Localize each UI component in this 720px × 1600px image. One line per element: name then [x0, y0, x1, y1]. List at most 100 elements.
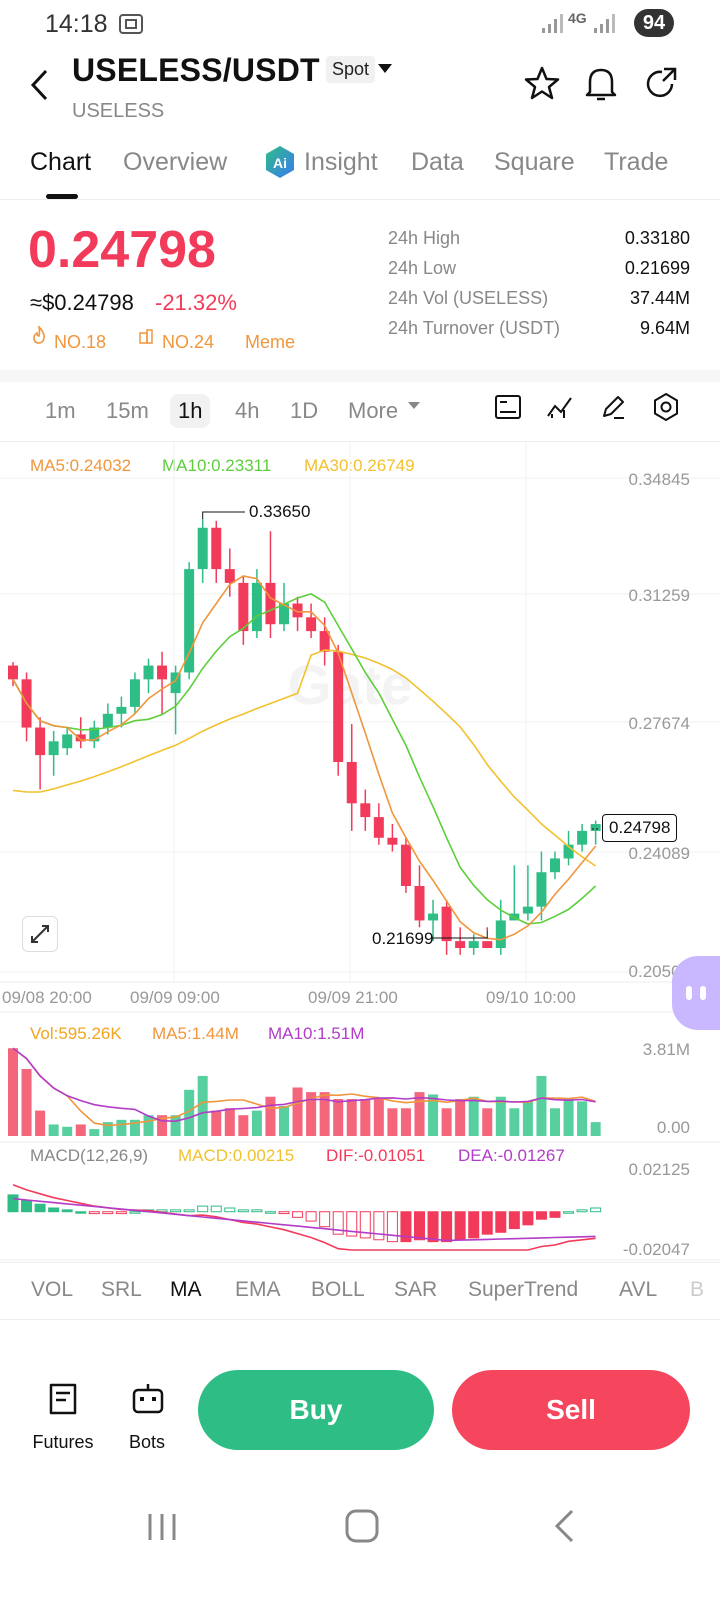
timeframe-1d[interactable]: 1D: [290, 398, 319, 423]
candle-body: [75, 734, 86, 742]
volume-bar: [400, 1108, 411, 1136]
cap-rank[interactable]: NO.24: [162, 332, 215, 352]
volume-bar: [238, 1115, 249, 1136]
chart-area[interactable]: MA5:0.24032 MA10:0.23311 MA30:0.26749 Ga…: [0, 442, 720, 1262]
buy-button[interactable]: Buy: [198, 1370, 434, 1450]
timeframe-more[interactable]: More: [348, 398, 399, 423]
recent-apps-icon[interactable]: [146, 1510, 178, 1544]
macd-bar: [535, 1211, 547, 1220]
volume-bar: [550, 1108, 560, 1136]
chart-type-icon[interactable]: [494, 394, 522, 420]
candle-body: [184, 569, 195, 673]
hot-rank[interactable]: NO.18: [54, 332, 107, 352]
indicator-ema[interactable]: EMA: [235, 1278, 281, 1301]
timeframe-4h[interactable]: 4h: [235, 398, 260, 423]
macd-bar: [34, 1203, 46, 1213]
indicator-supertrend[interactable]: SuperTrend: [468, 1278, 579, 1301]
tab-square[interactable]: Square: [494, 148, 575, 176]
fullscreen-button[interactable]: [22, 916, 58, 952]
x-tick: 09/08 20:00: [2, 988, 92, 1007]
futures-icon[interactable]: [48, 1382, 78, 1416]
vol-ma10-line: [12, 1047, 596, 1123]
candle-body: [441, 906, 452, 942]
macd-bar: [48, 1207, 60, 1213]
tab-trade[interactable]: Trade: [604, 148, 669, 176]
macd-legend: MACD:0.00215: [178, 1146, 295, 1165]
candle-body: [251, 582, 262, 632]
chevron-down-icon[interactable]: [378, 64, 392, 74]
bell-icon[interactable]: [584, 66, 618, 102]
ma30-line: [12, 649, 597, 867]
bots-icon[interactable]: [131, 1382, 165, 1416]
candle-body: [238, 582, 249, 632]
star-icon[interactable]: [524, 66, 560, 100]
volume-bar: [21, 1069, 32, 1136]
tab-overview[interactable]: Overview: [123, 148, 228, 176]
macd-bar: [590, 1207, 602, 1213]
timeframe-15m[interactable]: 15m: [106, 398, 149, 423]
macd-bar: [21, 1200, 33, 1213]
futures-label[interactable]: Futures: [32, 1432, 94, 1452]
indicator-srl[interactable]: SRL: [101, 1278, 142, 1301]
ma5-legend: MA5:0.24032: [30, 456, 132, 475]
macd-bar: [264, 1211, 276, 1214]
candle-body: [197, 527, 208, 570]
volume-bar: [170, 1115, 181, 1136]
volume-bar: [184, 1089, 195, 1136]
volume-bar: [441, 1108, 452, 1136]
tab-data[interactable]: Data: [411, 148, 464, 176]
macd-bar: [305, 1211, 317, 1222]
base-asset-label: USELESS: [72, 100, 165, 122]
macd-bar: [102, 1211, 114, 1215]
volume-bar: [157, 1115, 168, 1136]
assistant-bubble[interactable]: [672, 956, 720, 1030]
indicator-vol[interactable]: VOL: [31, 1278, 74, 1301]
indicator-icon[interactable]: [546, 394, 574, 420]
market-type-badge[interactable]: Spot: [326, 56, 376, 83]
macd-bar: [576, 1209, 588, 1213]
volume-bar: [8, 1048, 18, 1136]
draw-pencil-icon[interactable]: [600, 394, 626, 420]
chevron-down-icon[interactable]: [408, 402, 420, 410]
high-annotation: 0.33650: [249, 502, 311, 521]
active-tab-indicator: [46, 194, 78, 199]
last-price: 0.24798: [28, 221, 216, 279]
sell-button[interactable]: Sell: [452, 1370, 690, 1450]
bots-label[interactable]: Bots: [128, 1432, 166, 1452]
timeframe-1m[interactable]: 1m: [45, 398, 76, 423]
candle-body: [89, 727, 100, 742]
indicator-ma[interactable]: MA: [170, 1278, 202, 1301]
macd-bar: [197, 1205, 209, 1213]
y-tick: 0.27674: [628, 714, 690, 733]
candlestick-chart[interactable]: Gate: [0, 442, 720, 1262]
category-tag[interactable]: Meme: [245, 332, 296, 352]
assistant-eye: [700, 986, 706, 1000]
macd-bar: [115, 1211, 127, 1215]
macd-bar: [346, 1211, 358, 1237]
tab-chart[interactable]: Chart: [30, 148, 92, 176]
tab-insight[interactable]: Insight: [304, 148, 378, 176]
pair-title[interactable]: USELESS/USDT: [72, 52, 320, 88]
settings-icon[interactable]: [652, 392, 680, 422]
vol-ma5-line: [12, 1047, 596, 1127]
candle-body: [211, 527, 222, 570]
candle-body: [265, 582, 276, 625]
low-annotation: 0.21699: [372, 929, 434, 948]
back-icon[interactable]: [28, 68, 52, 102]
indicator-sar[interactable]: SAR: [394, 1278, 438, 1301]
timeframe-1h[interactable]: 1h: [170, 394, 211, 428]
indicator-boll[interactable]: BOLL: [311, 1278, 365, 1301]
share-icon[interactable]: [644, 66, 678, 100]
candle-body: [455, 941, 466, 948]
indicator-more[interactable]: B: [690, 1278, 705, 1301]
home-icon[interactable]: [344, 1508, 380, 1544]
indicator-avl[interactable]: AVL: [619, 1278, 658, 1301]
price-change: -21.32%: [155, 290, 237, 315]
low-leader: [432, 930, 488, 939]
candle-body: [400, 844, 411, 886]
macd-bar: [237, 1209, 249, 1213]
back-nav-icon[interactable]: [552, 1508, 576, 1544]
volume-bar: [414, 1092, 425, 1136]
candle-body: [468, 941, 479, 948]
candle-body: [8, 665, 18, 680]
